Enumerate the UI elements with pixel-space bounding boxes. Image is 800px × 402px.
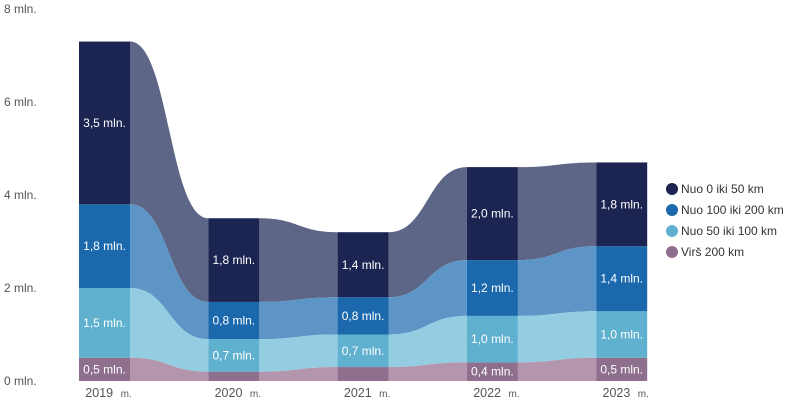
data-label: 1,0 mln.	[471, 332, 514, 346]
bar-segment	[79, 204, 130, 288]
bar-segment	[466, 315, 518, 363]
ribbon-3-2	[388, 167, 467, 298]
data-label: 1,5 mln.	[83, 316, 126, 330]
bar-segment	[596, 357, 648, 381]
bar-segment	[208, 371, 260, 381]
data-label: 2,0 mln.	[471, 207, 514, 221]
data-label: 1,0 mln.	[600, 328, 643, 342]
y-tick-label: 4 mln.	[4, 188, 37, 202]
legend-item: Nuo 50 iki 100 km	[666, 220, 784, 241]
data-label: 1,8 mln.	[83, 239, 126, 253]
legend-label: Virš 200 km	[681, 244, 745, 259]
data-label: 0,4 mln.	[471, 365, 514, 379]
x-tick-label: 2021 m.	[344, 386, 390, 400]
data-label: 0,5 mln.	[83, 362, 126, 376]
x-tick-label: 2020 m.	[215, 386, 261, 400]
data-label: 0,8 mln.	[212, 314, 255, 328]
ribbon-0-3	[517, 357, 597, 381]
ribbon-2-3	[517, 246, 597, 316]
bar-segment	[466, 362, 518, 381]
data-label: 0,5 mln.	[600, 362, 643, 376]
data-label: 0,7 mln.	[342, 344, 385, 358]
x-tick-label: 2019 m.	[85, 386, 131, 400]
data-label: 1,4 mln.	[600, 272, 643, 286]
bar-segment	[337, 367, 389, 381]
data-label: 1,4 mln.	[342, 258, 385, 272]
ribbon-2-1	[259, 297, 338, 340]
bar-segment	[337, 334, 389, 368]
ribbon-3-1	[259, 218, 338, 302]
legend-swatch	[666, 203, 678, 216]
data-label: 1,2 mln.	[471, 281, 514, 295]
bar-segment	[596, 311, 648, 358]
legend-item: Virš 200 km	[666, 241, 784, 262]
legend-swatch	[666, 224, 678, 237]
data-label: 1,8 mln.	[600, 197, 643, 211]
ribbon-0-2	[388, 362, 467, 381]
data-label: 1,8 mln.	[212, 253, 255, 267]
legend-item: Nuo 0 iki 50 km	[666, 178, 784, 199]
bar-segment	[337, 232, 389, 298]
bar-segment	[79, 41, 130, 205]
ribbon-2-0	[130, 204, 209, 340]
bar-segment	[596, 162, 648, 247]
ribbon-0-0	[130, 357, 209, 381]
x-tick-label: 2022 m.	[473, 386, 519, 400]
bar-segment	[466, 167, 518, 261]
data-label: 0,7 mln.	[212, 348, 255, 362]
y-tick-label: 0 mln.	[4, 374, 37, 388]
ribbon-1-3	[517, 311, 597, 363]
ribbon-2-2	[388, 260, 467, 335]
ribbon-3-3	[517, 162, 597, 261]
bar-segment	[208, 339, 260, 372]
bar-segment	[208, 301, 260, 340]
y-tick-label: 8 mln.	[4, 2, 37, 16]
ribbon-1-2	[388, 315, 467, 368]
legend-label: Nuo 100 iki 200 km	[681, 202, 784, 217]
ribbon-1-1	[259, 334, 338, 372]
ribbon-1-0	[130, 288, 209, 372]
ribbon-0-1	[259, 367, 338, 381]
bar-segment	[337, 297, 389, 335]
legend-label: Nuo 0 iki 50 km	[681, 181, 764, 196]
bar-segment	[79, 288, 130, 358]
data-label: 0,8 mln.	[342, 309, 385, 323]
chart-legend: Nuo 0 iki 50 km Nuo 100 iki 200 km Nuo 50 …	[666, 178, 784, 262]
ribbon-3-0	[130, 41, 209, 302]
x-tick-label: 2023 m.	[603, 386, 649, 400]
y-tick-label: 6 mln.	[4, 95, 37, 109]
bar-segment	[208, 218, 260, 302]
bar-segment	[79, 357, 130, 381]
legend-swatch	[666, 245, 678, 258]
bar-segment	[596, 246, 648, 312]
y-tick-label: 2 mln.	[4, 281, 37, 295]
legend-item: Nuo 100 iki 200 km	[666, 199, 784, 220]
legend-label: Nuo 50 iki 100 km	[681, 223, 778, 238]
legend-swatch	[666, 182, 678, 195]
data-label: 3,5 mln.	[83, 116, 126, 130]
bar-segment	[466, 260, 518, 316]
